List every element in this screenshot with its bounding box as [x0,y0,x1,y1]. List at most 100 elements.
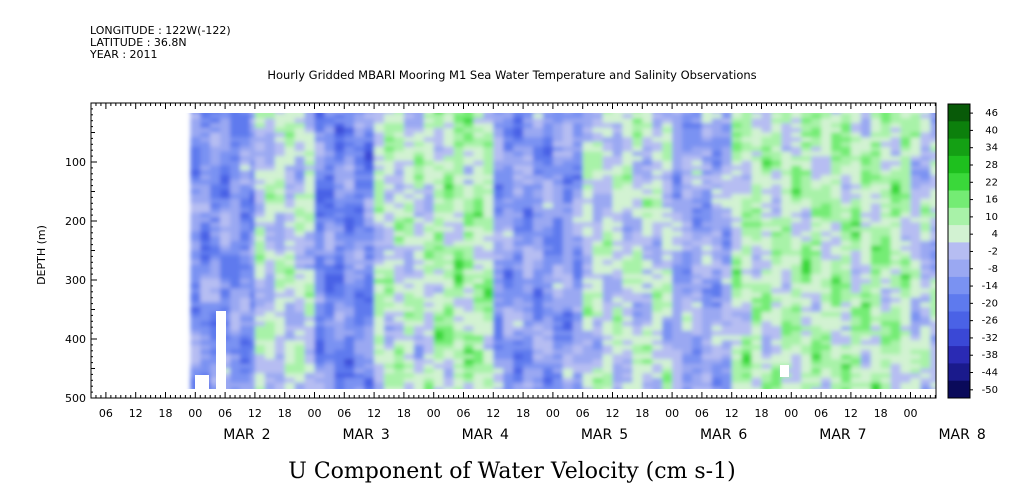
heatmap-cell [364,245,375,252]
heatmap-cell [364,118,375,124]
heatmap-cell [453,264,465,270]
heatmap-cell [801,123,812,129]
heatmap-cell [463,189,474,195]
heatmap-cell [254,175,266,181]
heatmap-cell [443,160,455,167]
heatmap-cell [304,165,316,171]
heatmap-cell [731,170,743,176]
heatmap-cell [910,311,921,318]
heatmap-cell [443,382,455,388]
heatmap-cell [413,377,425,384]
heatmap-cell [240,193,251,200]
heatmap-cell [274,156,286,162]
heatmap-cell [354,118,365,124]
heatmap-cell [711,222,723,228]
heatmap-cell [552,283,564,289]
heatmap-cell [602,123,614,129]
heatmap-cell [364,123,375,129]
heatmap-cell [841,264,852,270]
heatmap-cell [294,184,306,190]
heatmap-cell [294,245,306,252]
heatmap-cell [850,354,862,360]
heatmap-cell [841,269,852,275]
heatmap-cell [493,288,504,294]
heatmap-cell [354,259,365,266]
heatmap-cell [304,175,316,181]
heatmap-cell [463,217,474,223]
heatmap-cell [284,127,296,134]
heatmap-cell [850,349,862,355]
heatmap-cell [781,255,792,261]
heatmap-cell [841,146,852,152]
heatmap-cell [403,250,415,256]
y-tick-label: 400 [65,333,86,346]
heatmap-cell [503,340,514,346]
heatmap-cell [284,146,296,152]
heatmap-cell [334,316,345,322]
heatmap-cell [304,222,316,228]
heatmap-cell [741,118,753,124]
heatmap-cell [980,236,991,241]
heatmap-cell [274,160,286,167]
heatmap-cell [662,354,673,360]
heatmap-cell [970,123,981,128]
heatmap-cell [731,203,743,209]
heatmap-cell [473,359,484,365]
heatmap-cell [970,383,981,388]
heatmap-cell [930,311,936,318]
heatmap-cell [230,212,241,218]
heatmap-cell [443,113,455,119]
heatmap-cell [622,179,633,185]
heatmap-cell [592,293,604,299]
heatmap-cell [304,382,316,388]
heatmap-cell [672,349,683,355]
heatmap-cell [632,274,643,280]
heatmap-cell [701,250,713,256]
heatmap-cell [870,349,882,355]
heatmap-cell [701,288,713,294]
heatmap-cell [304,184,316,190]
heatmap-cell [324,368,335,374]
heatmap-cell [443,307,455,313]
heatmap-cell [602,170,614,176]
heatmap-cell [294,264,306,270]
heatmap-cell [473,175,484,181]
heatmap-cell [220,208,231,214]
heatmap-cell [632,326,643,332]
heatmap-cell [721,349,733,355]
heatmap-cell [523,250,534,256]
heatmap-cell [930,387,936,389]
heatmap-cell [433,321,445,327]
heatmap-cell [463,387,474,389]
heatmap-cell [403,165,415,171]
heatmap-cell [751,326,763,332]
heatmap-cell [334,212,345,218]
heatmap-cell [781,382,792,388]
heatmap-cell [841,165,852,171]
heatmap-cell [413,250,425,256]
heatmap-cell [572,354,584,360]
heatmap-cell [523,293,534,299]
heatmap-cell [701,184,713,190]
heatmap-cell [443,335,455,341]
heatmap-cell [831,297,842,303]
heatmap-cell [324,321,335,327]
heatmap-cell [701,236,713,242]
heatmap-cell [980,378,991,383]
heatmap-cell [344,231,355,237]
heatmap-cell [210,288,221,294]
heatmap-cell [533,302,544,308]
heatmap-cell [622,193,633,200]
heatmap-cell [910,208,921,214]
heatmap-cell [880,212,892,218]
heatmap-cell [210,363,221,370]
heatmap-cell [811,373,822,379]
heatmap-cell [463,344,474,351]
heatmap-cell [930,283,936,289]
heatmap-cell [200,264,211,270]
heatmap-cell [632,113,643,119]
heatmap-cell [890,141,902,148]
heatmap-cell [423,311,435,318]
heatmap-cell [731,377,743,384]
heatmap-cell [622,151,633,157]
